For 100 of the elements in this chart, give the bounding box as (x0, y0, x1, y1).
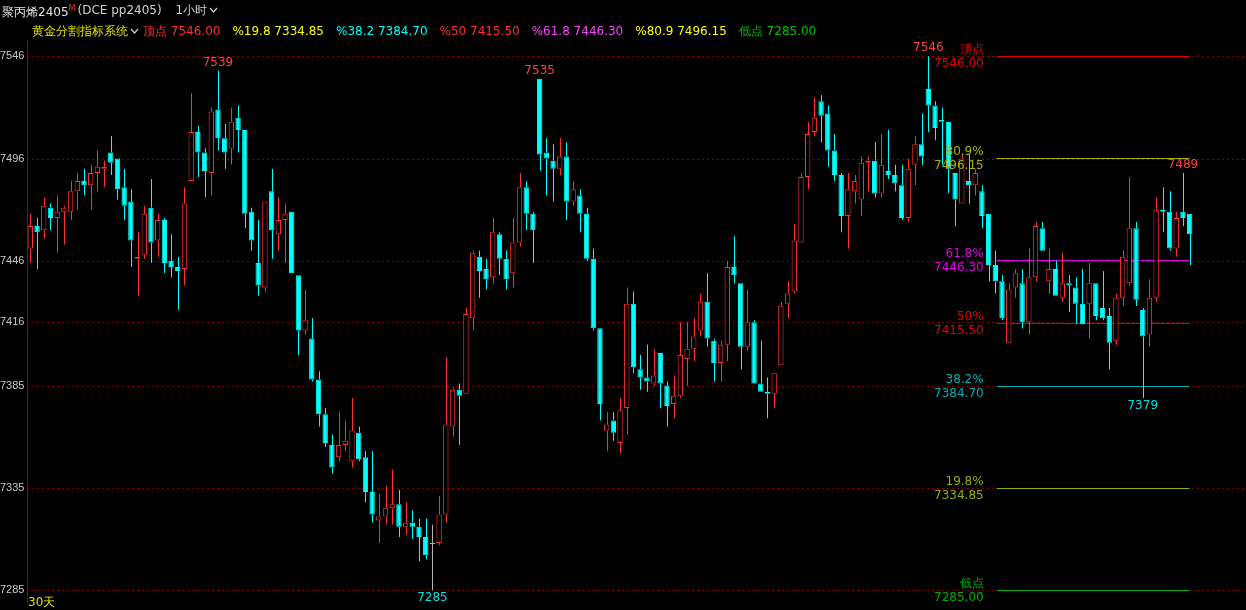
candlestick (1106, 307, 1112, 370)
candlestick (523, 180, 529, 231)
candlestick (1073, 276, 1079, 325)
candlestick (1059, 252, 1066, 303)
candlestick (1166, 190, 1173, 252)
candlestick (650, 348, 657, 387)
candlestick (235, 104, 241, 153)
candlestick (168, 233, 174, 278)
candlestick (1046, 248, 1052, 295)
candlestick (603, 411, 610, 452)
candlestick (637, 354, 643, 391)
candlestick (979, 184, 985, 229)
candlestick (27, 213, 34, 264)
candlestick (898, 164, 905, 221)
candlestick (369, 450, 375, 524)
chart-title: 聚丙烯2405$^{M}$ (2, 2, 76, 21)
y-tick-label: 7496 (0, 151, 25, 164)
candlestick (664, 381, 670, 428)
candlestick (771, 373, 777, 409)
annotation: 7379 (1127, 398, 1159, 413)
ref-line-label: 19.8% 7334.85 (934, 473, 984, 502)
candlestick (912, 135, 918, 186)
text: 顶点 7546.00 (143, 23, 221, 40)
candlestick (731, 235, 737, 284)
candlestick (510, 217, 516, 288)
candlestick (952, 172, 958, 227)
y-tick-label: 7416 (0, 315, 25, 328)
candlestick (436, 495, 442, 546)
candlestick (282, 203, 288, 264)
ref-line-label: 38.2% 7384.70 (934, 371, 984, 400)
candlestick (215, 70, 221, 151)
candlestick (543, 137, 550, 196)
text: %80.9 7496.15 (635, 23, 727, 40)
candlestick (449, 387, 456, 438)
candlestick (463, 307, 469, 394)
annotation: 30天 (28, 594, 56, 610)
candlestick (570, 180, 576, 207)
candlestick (315, 370, 322, 428)
text: %50 7415.50 (439, 23, 520, 40)
candlestick (148, 178, 154, 264)
candlestick (429, 524, 436, 591)
candlestick (724, 260, 730, 362)
candlestick (858, 156, 864, 217)
candlestick (54, 194, 60, 254)
candlestick (1026, 248, 1032, 335)
candlestick (444, 356, 448, 524)
y-tick-label: 7335 (0, 480, 25, 493)
candlestick (349, 397, 355, 468)
candlestick (932, 100, 938, 141)
candlestick (1133, 221, 1139, 307)
text: 低点 7285.00 (738, 23, 817, 40)
candlestick (918, 113, 925, 166)
candlestick (483, 258, 489, 290)
candlestick (1113, 293, 1119, 346)
candlestick (704, 272, 710, 348)
chart-subtitle: (DCE pp2405) (77, 2, 162, 19)
candlestick (563, 141, 570, 221)
candlestick (61, 205, 67, 246)
candlestick (530, 211, 536, 264)
ref-line-label: 低点 7285.00 (934, 575, 984, 604)
candlestick (577, 188, 583, 233)
candlestick (617, 397, 623, 454)
candlestick (490, 217, 496, 284)
candlestick (536, 78, 543, 172)
candlestick (268, 168, 275, 260)
candlestick (597, 328, 603, 421)
annotation: 7489 (1167, 157, 1199, 172)
candlestick (751, 319, 757, 384)
y-tick-label: 7546 (0, 49, 25, 62)
candlestick (382, 485, 389, 526)
annotation: 7539 (202, 54, 234, 69)
candlestick (1039, 221, 1045, 251)
candlestick (885, 129, 891, 180)
candlestick (81, 168, 87, 196)
candlestick (791, 223, 797, 295)
candlestick (1154, 196, 1158, 303)
candlestick (128, 188, 134, 268)
text: %19.8 7334.85 (232, 23, 324, 40)
y-tick-label: 7446 (0, 253, 25, 266)
annotation: 7535 (524, 62, 555, 77)
annotation: 7285 (417, 590, 448, 605)
candlestick (831, 133, 838, 182)
candlestick (121, 168, 127, 221)
candlestick (1086, 262, 1092, 340)
annotation: 7546 (913, 40, 944, 55)
candlestick (263, 202, 267, 293)
ref-line-label: 61.8% 7446.30 (934, 245, 984, 274)
candlestick (329, 434, 335, 475)
candlestick (1093, 283, 1099, 321)
candlestick (550, 143, 556, 203)
candlestick (416, 518, 422, 562)
candlestick (1180, 172, 1186, 227)
candlestick (845, 172, 851, 250)
legend-title: 黄金分割指标系统 (32, 23, 128, 40)
candlestick (496, 231, 503, 276)
candlestick (1019, 268, 1025, 329)
candlestick (188, 92, 194, 182)
candlestick (711, 338, 717, 383)
candlestick (779, 301, 783, 365)
candlestick (67, 180, 74, 221)
